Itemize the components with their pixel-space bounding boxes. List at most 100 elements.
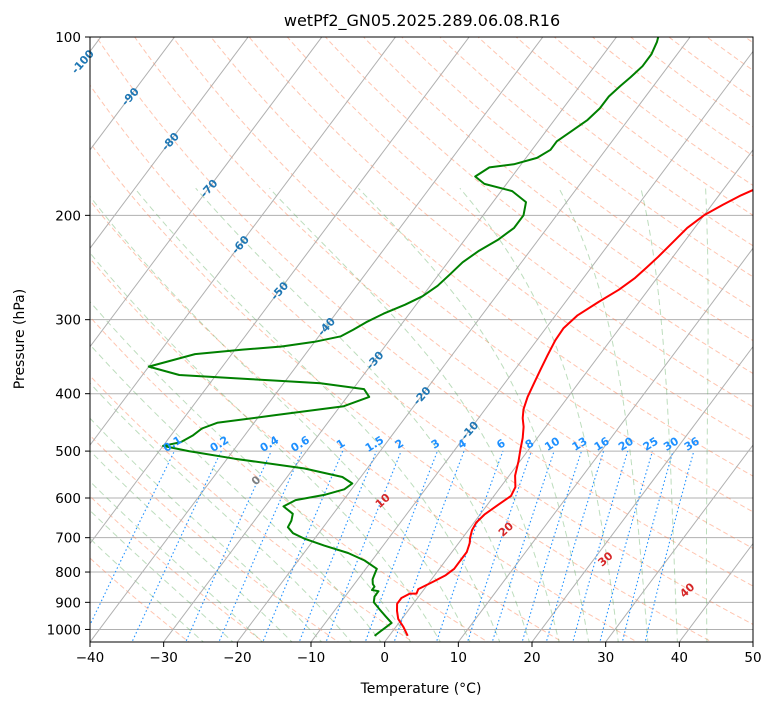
y-tick-label: 800: [55, 565, 81, 581]
mixing-ratio-line: [298, 450, 377, 642]
dry-adiabat-line: [90, 199, 639, 642]
y-tick-label: 400: [55, 387, 81, 403]
dry-adiabat-line: [90, 142, 713, 642]
moist-adiabat-label: 10: [373, 491, 393, 511]
isotherm-line: [90, 37, 544, 642]
temperature-profile-line: [396, 188, 753, 637]
dry-adiabat-line: [90, 257, 564, 642]
isotherm-label: -100: [69, 47, 97, 76]
mixing-ratio-line: [364, 450, 438, 642]
dry-adiabat-line: [324, 37, 753, 375]
moist-adiabat-line: [90, 450, 293, 642]
moist-adiabat-label: 20: [496, 519, 516, 539]
y-tick-label: 300: [55, 313, 81, 329]
dry-adiabat-line: [286, 37, 753, 408]
dry-adiabat-line: [706, 37, 753, 71]
moist-adiabat-line: [90, 252, 441, 642]
dry-adiabat-line: [90, 375, 414, 642]
dry-adiabat-line: [401, 37, 753, 310]
dry-adiabat-line: [744, 37, 753, 44]
moist-adiabat-line: [90, 195, 471, 642]
dry-adiabat-line: [668, 37, 753, 100]
mixing-ratio-label: 8: [523, 437, 536, 452]
moist-adiabat-line: [269, 187, 560, 642]
dry-adiabat-line: [210, 37, 753, 477]
isotherm-line: [162, 37, 618, 642]
mixing-ratio-line: [185, 450, 272, 642]
dry-adiabat-line: [90, 84, 753, 625]
mixing-ratio-label: 2: [393, 437, 406, 452]
isotherm-line: [90, 37, 249, 250]
mixing-ratio-line: [262, 450, 344, 642]
moist-adiabat-line: [705, 188, 709, 642]
y-axis-label: Pressure (hPa): [12, 289, 28, 389]
x-tick-label: 50: [744, 650, 761, 666]
dry-adiabat-line: [591, 37, 753, 157]
isotherm-line: [457, 247, 753, 642]
mixing-ratio-label: 6: [494, 436, 508, 451]
mixing-ratio-line: [491, 450, 555, 642]
x-tick-label: 30: [597, 650, 614, 666]
x-tick-label: 20: [523, 650, 540, 666]
mixing-ratio-label: 0.1: [161, 433, 184, 454]
x-tick-label: 40: [671, 650, 688, 666]
moist-adiabat-line: [90, 537, 205, 642]
isotherm-label: -70: [198, 177, 221, 201]
isotherm-label: -60: [229, 233, 252, 257]
moist-adiabat-line: [195, 187, 530, 642]
y-tick-label: 200: [55, 208, 81, 224]
isotherm-line: [383, 149, 753, 642]
dry-adiabat-line: [477, 37, 753, 247]
mixing-ratio-line: [621, 450, 674, 642]
isotherm-label: -90: [119, 85, 142, 109]
isotherm-line: [236, 37, 691, 642]
mixing-ratio-line: [131, 450, 222, 642]
isotherm-label: -80: [159, 130, 182, 154]
isotherm-line: [90, 37, 470, 545]
isotherm-line: [604, 444, 753, 642]
x-axis-label: Temperature (°C): [360, 681, 482, 697]
dry-adiabat-line: [629, 37, 753, 128]
dry-adiabat-line: [134, 37, 753, 549]
moist-adiabat-label: 40: [677, 580, 697, 600]
y-tick-label: 1000: [47, 622, 81, 638]
y-tick-label: 500: [55, 444, 81, 460]
dry-adiabat-line: [553, 37, 753, 186]
y-tick-label: 700: [55, 531, 81, 547]
mixing-ratio-line: [599, 450, 654, 642]
mixing-ratio-line: [325, 450, 402, 642]
dry-adiabat-line: [248, 37, 753, 442]
x-tick-label: −40: [76, 650, 105, 666]
isotherm-label: -30: [364, 348, 387, 372]
dry-adiabat-line: [95, 37, 753, 587]
moist-adiabat-line: [640, 188, 678, 642]
y-tick-label: 600: [55, 491, 81, 507]
mixing-ratio-line: [521, 450, 583, 642]
x-tick-label: −20: [223, 650, 252, 666]
isotherm-line: [90, 37, 176, 151]
dry-adiabat-line: [90, 316, 489, 642]
x-tick-label: −10: [297, 650, 326, 666]
dry-adiabat-line: [172, 37, 753, 513]
isotherm-label: -50: [268, 279, 291, 303]
moist-adiabat-line: [90, 480, 264, 642]
dry-adiabat-line: [90, 434, 340, 642]
y-tick-label: 100: [55, 30, 81, 46]
isotherm-line: [90, 37, 397, 446]
dry-adiabat-line: [362, 37, 753, 342]
mixing-ratio-line: [572, 450, 629, 642]
dry-adiabat-line: [90, 495, 265, 642]
chart-title: wetPf2_GN05.2025.289.06.08.R16: [284, 11, 560, 31]
mixing-ratio-label: 0.4: [258, 433, 282, 455]
mixing-ratio-line: [644, 450, 695, 642]
plot-frame: [89, 36, 754, 643]
mixing-ratio-line: [218, 450, 303, 642]
x-tick-label: −30: [149, 650, 178, 666]
moist-adiabat-line: [90, 382, 352, 642]
mixing-ratio-line: [545, 450, 605, 642]
x-tick-label: 0: [380, 650, 389, 666]
isotherm-line: [90, 37, 323, 348]
isotherm-label: -20: [411, 384, 434, 408]
isotherm-line: [752, 641, 753, 642]
